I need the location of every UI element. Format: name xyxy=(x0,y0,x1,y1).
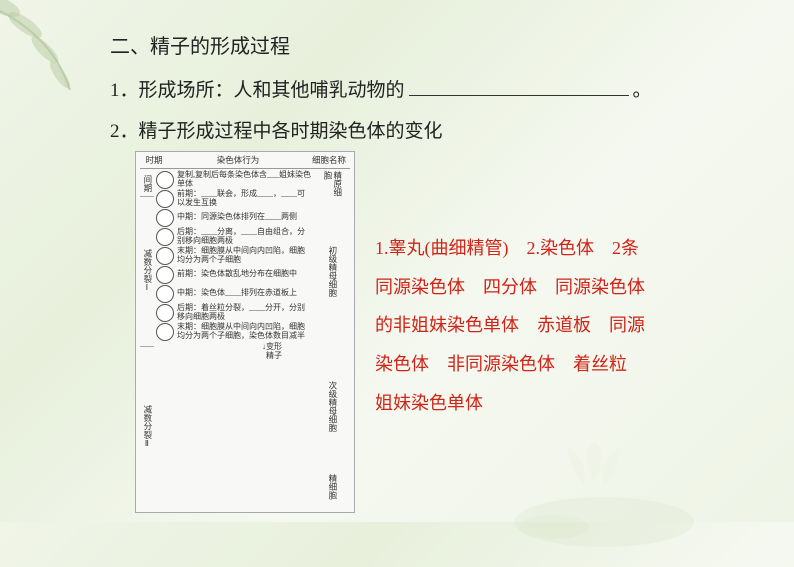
item-1-prefix: 1．形成场所：人和其他哺乳动物的 xyxy=(110,80,405,101)
lower-area: 时期 染色体行为 细胞名称 间期 减数分裂Ⅰ 减数分裂Ⅱ 复制,复制后每条染色体… xyxy=(110,151,754,513)
answer-2: 2.染色体 xyxy=(527,238,595,258)
header-cellname: 细胞名称 xyxy=(308,156,350,166)
header-period: 时期 xyxy=(140,156,168,166)
meiosis-diagram: 时期 染色体行为 细胞名称 间期 减数分裂Ⅰ 减数分裂Ⅱ 复制,复制后每条染色体… xyxy=(135,151,355,513)
sperm-transform: ↓变形 精子 xyxy=(156,342,312,360)
answer-8a: 同源 xyxy=(609,315,645,335)
cell-icon xyxy=(156,209,174,227)
answer-8b: 染色体 xyxy=(375,354,429,374)
answer-1: 1.睾丸(曲细精管) xyxy=(375,238,509,258)
answer-6a: 同源染色体 xyxy=(555,277,645,297)
diagram-body: 间期 减数分裂Ⅰ 减数分裂Ⅱ 复制,复制后每条染色体含___姐妹染色单体 前期：… xyxy=(140,171,350,507)
phase-column: 间期 减数分裂Ⅰ 减数分裂Ⅱ xyxy=(140,171,154,507)
stage-m2-meta: 中期：染色体____排列在赤道板上 xyxy=(156,285,312,303)
answer-4: 同源染色体 xyxy=(375,277,465,297)
item-1-suffix: 。 xyxy=(633,80,652,101)
diagram-wrapper: 时期 染色体行为 细胞名称 间期 减数分裂Ⅰ 减数分裂Ⅱ 复制,复制后每条染色体… xyxy=(135,151,355,513)
answer-text-block: 1.睾丸(曲细精管)2.染色体2条 同源染色体四分体同源染色体 的非姐妹染色单体… xyxy=(375,151,754,422)
phase-meiosis2: 减数分裂Ⅱ xyxy=(140,347,154,507)
answer-3: 2条 xyxy=(612,238,639,258)
stage-m2-telo: 末期：细胞膜从中间向内凹陷，细胞均分为两个子细胞，染色体数目减半 xyxy=(156,323,312,341)
fill-blank-1 xyxy=(409,77,629,96)
cell-icon xyxy=(156,171,174,189)
phase-interphase: 间期 xyxy=(140,171,154,197)
answer-7: 赤道板 xyxy=(537,315,591,335)
item-2: 2．精子形成过程中各时期染色体的变化 xyxy=(110,116,754,143)
name-primary-germ: 精原细胞 xyxy=(314,171,350,197)
stage-m2-pro: 前期：染色体散乱地分布在细胞中 xyxy=(156,266,312,284)
phase-meiosis1: 减数分裂Ⅰ xyxy=(140,197,154,347)
answer-9: 非同源染色体 xyxy=(447,354,555,374)
diagram-header: 时期 染色体行为 细胞名称 xyxy=(140,156,350,169)
stage-m1-telo: 末期：细胞膜从中间向内凹陷，细胞均分为两个子细胞 xyxy=(156,247,312,265)
header-behavior: 染色体行为 xyxy=(168,156,308,166)
cellname-column: 精原细胞 初级精母细胞 次级精母细胞 精细胞 xyxy=(314,171,350,507)
answer-6b: 的非姐妹染色单体 xyxy=(375,315,519,335)
name-spermatid: 精细胞 xyxy=(314,467,350,507)
answer-10: 着丝粒 xyxy=(573,354,627,374)
cell-icon xyxy=(156,190,174,208)
cell-icon xyxy=(156,228,174,246)
cell-icon xyxy=(156,285,174,303)
center-column: 复制,复制后每条染色体含___姐妹染色单体 前期：____联会，形成____，_… xyxy=(154,171,314,507)
cell-icon xyxy=(156,266,174,284)
answer-5: 四分体 xyxy=(483,277,537,297)
answer-11: 姐妹染色单体 xyxy=(375,393,483,413)
cell-icon xyxy=(156,304,174,322)
name-secondary-sp: 次级精母细胞 xyxy=(314,347,350,467)
cell-icon xyxy=(156,247,174,265)
name-primary-sp: 初级精母细胞 xyxy=(314,197,350,347)
stage-m1-ana: 后期：____分离，____自由组合，分别移向细胞两极 xyxy=(156,228,312,246)
stage-m1-pro: 前期：____联会，形成____，____可以发生互换 xyxy=(156,190,312,208)
stage-m1-meta: 中期：同源染色体排列在____两侧 xyxy=(156,209,312,227)
stage-interphase: 复制,复制后每条染色体含___姐妹染色单体 xyxy=(156,171,312,189)
item-1: 1．形成场所：人和其他哺乳动物的 。 xyxy=(110,75,754,102)
stage-m2-ana: 后期：着丝粒分裂，____分开，分别移向细胞两极 xyxy=(156,304,312,322)
cell-icon xyxy=(156,323,174,341)
main-content: 二、精子的形成过程 1．形成场所：人和其他哺乳动物的 。 2．精子形成过程中各时期… xyxy=(0,0,794,533)
section-heading: 二、精子的形成过程 xyxy=(110,30,754,59)
